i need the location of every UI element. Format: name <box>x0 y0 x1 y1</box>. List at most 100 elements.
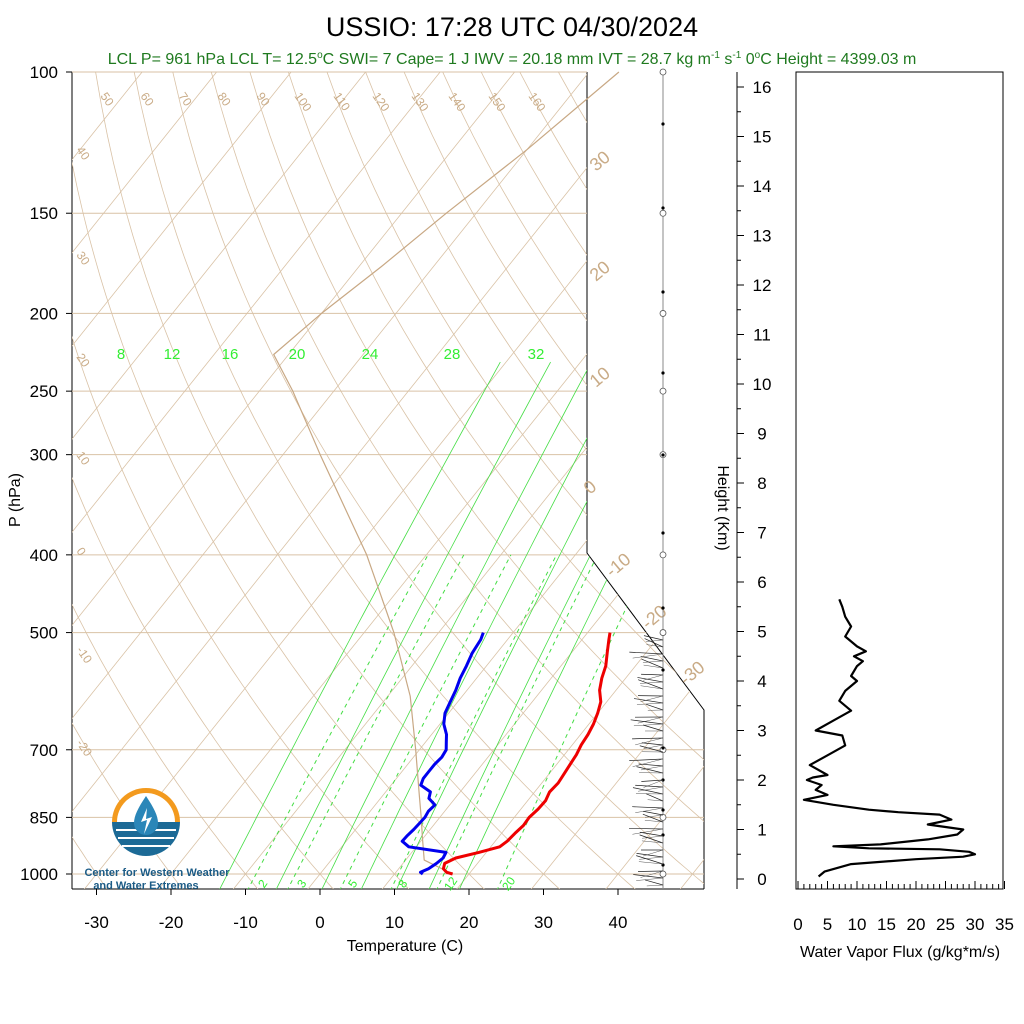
wind-level-dot <box>661 531 665 535</box>
temperature-tick-label: 30 <box>534 913 553 932</box>
isotherm-lines <box>72 72 704 889</box>
saturated-adiabat-line <box>320 361 592 889</box>
mixing-ratio-line <box>435 554 599 889</box>
mixing-ratio-label: 20 <box>289 346 306 363</box>
mixing-ratio-line <box>496 554 652 889</box>
mixing-ratio-label-bottom: 5 <box>345 877 360 891</box>
flux-tick-label: 25 <box>936 915 955 934</box>
mixing-ratio-label: 24 <box>362 346 379 363</box>
wind-barb-flag <box>637 716 664 724</box>
wind-level-dot <box>661 808 665 812</box>
dry-adiabat-line <box>72 72 487 889</box>
height-tick-label: 16 <box>753 78 772 97</box>
wind-barb <box>640 656 664 662</box>
dry-adiabat-line <box>172 72 704 889</box>
wind-barb <box>641 742 664 746</box>
wind-barb-flag <box>632 758 664 767</box>
pressure-tick-label: 1000 <box>20 865 58 884</box>
wind-barb-flag <box>640 685 664 690</box>
wind-barb-flag <box>638 786 664 792</box>
calm-wind-marker <box>659 629 667 636</box>
wind-barb <box>636 766 664 774</box>
flux-axis-label: Water Vapor Flux (g/kg*m/s) <box>800 944 1000 961</box>
wind-barb <box>632 737 664 740</box>
lcl-temperature: LCL T= 12.5 <box>229 51 317 68</box>
wind-barb <box>641 779 664 782</box>
adiabat-label-right: -10 <box>602 549 635 581</box>
wind-barb-column <box>629 68 667 889</box>
height-tick-label: 8 <box>757 474 766 493</box>
dry-adiabat-line <box>442 72 704 889</box>
saturated-adiabat-line <box>275 361 551 889</box>
wind-level-dot <box>661 371 665 375</box>
adiabat-label: 60 <box>138 90 157 109</box>
pressure-tick-label: 500 <box>30 624 58 643</box>
temperature-tick-label: 20 <box>460 913 479 932</box>
wind-level-dot <box>661 746 665 750</box>
dry-adiabat-line <box>72 72 185 889</box>
wind-barb-flag <box>642 660 664 663</box>
pressure-tick-label: 100 <box>30 63 58 82</box>
calm-wind-marker <box>659 68 667 76</box>
wind-level-dot <box>661 453 665 457</box>
height-tick-label: 14 <box>753 177 772 196</box>
freezing-level-height: C Height = 4399.03 m <box>760 51 916 68</box>
wind-barb-flag <box>644 819 664 823</box>
freezing-level-prefix: 0 <box>746 51 755 68</box>
mixing-ratio-label: 8 <box>117 346 125 363</box>
dry-adiabat-line <box>133 72 638 889</box>
wind-barb-flag <box>645 814 664 818</box>
skew-t-frame <box>71 72 705 890</box>
temperature-profile-line <box>441 632 612 876</box>
isobar-lines <box>72 71 704 875</box>
height-tick-label: 13 <box>753 227 772 246</box>
pressure-tick-label: 250 <box>30 382 58 401</box>
dry-adiabat-line <box>635 72 704 889</box>
height-tick-label: 11 <box>753 326 771 345</box>
adiabat-label-left: 10 <box>74 449 93 468</box>
wind-barb-flag <box>632 828 664 835</box>
height-tick-label: 10 <box>753 375 772 394</box>
adiabat-label-right: 0 <box>580 476 601 498</box>
flux-tick-label: 0 <box>793 915 802 934</box>
wind-barb <box>639 834 664 844</box>
dry-adiabat-line <box>210 72 704 889</box>
wind-barb <box>638 870 664 872</box>
dry-adiabat-line <box>326 72 704 889</box>
mixing-ratio-line <box>286 554 465 889</box>
height-tick-label: 9 <box>757 425 766 444</box>
wind-barb <box>634 698 664 704</box>
wind-barb-flag <box>645 639 664 642</box>
wind-barb-flag <box>643 849 664 857</box>
dry-adiabat-line <box>249 72 704 889</box>
adiabat-label-left: -10 <box>74 644 96 667</box>
wind-barb <box>639 745 664 753</box>
wind-barb <box>644 638 664 648</box>
wind-barb <box>643 635 664 641</box>
height-tick-label: 4 <box>757 672 766 691</box>
height-tick-label: 15 <box>753 128 772 147</box>
adiabat-label: 110 <box>331 90 354 114</box>
height-axis-label: Height (Km) <box>714 465 731 550</box>
flux-axis: 0 5 10 15 20 25 30 35 <box>793 881 1014 934</box>
pressure-tick-label: 300 <box>30 446 58 465</box>
wind-barb-flag <box>636 702 664 705</box>
flux-tick-label: 30 <box>966 915 985 934</box>
isotherm-line <box>72 72 441 889</box>
wind-barb <box>642 813 664 823</box>
mixing-ratio-lines <box>218 361 704 889</box>
swi-value: SWI= 7 <box>339 51 392 68</box>
dry-adiabat-line <box>95 72 562 889</box>
adiabat-label: 150 <box>486 90 509 115</box>
wind-barb-flag <box>639 856 664 860</box>
calm-wind-marker <box>659 310 667 317</box>
wind-barb <box>629 758 664 762</box>
lcl-temperature-unit: C <box>323 51 335 68</box>
pressure-tick-label: 400 <box>30 546 58 565</box>
wind-barb-flag <box>640 870 664 878</box>
flux-tick-label: 15 <box>877 915 896 934</box>
pressure-tick-label: 200 <box>30 304 58 323</box>
adiabat-label: 120 <box>370 90 393 115</box>
saturated-adiabat-line <box>218 361 501 889</box>
